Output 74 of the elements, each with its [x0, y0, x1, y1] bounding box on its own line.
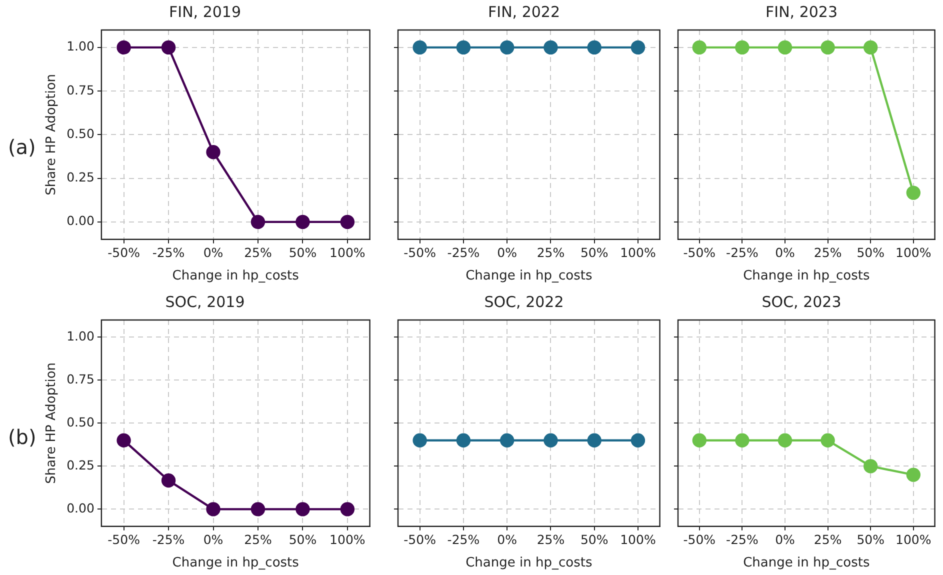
x-tick-label: 100% [896, 245, 932, 260]
text: (b) [8, 425, 36, 449]
x-tick-label: 50% [580, 532, 608, 548]
point [116, 433, 131, 448]
x-tick-label: -50% [404, 245, 436, 260]
point [296, 502, 310, 516]
x-tick-label: -25% [726, 532, 758, 548]
x-tick-label: 25% [244, 245, 272, 260]
x-tick-label: -50% [404, 532, 436, 548]
x-tick-label: -50% [683, 532, 716, 548]
y-tick-label: 0.25 [66, 457, 94, 472]
x-tick-label: 0% [497, 245, 518, 260]
y-tick-label: 0.50 [66, 126, 94, 141]
x-tick-label: 25% [244, 532, 272, 548]
x-tick-label: -50% [683, 245, 716, 260]
x-tick-label: -25% [447, 532, 480, 548]
chart-title: FIN, 2023 [766, 2, 838, 21]
y-tick-label: 1.00 [66, 38, 94, 54]
y-tick-label: 1.00 [66, 328, 94, 344]
x-tick-label: 100% [620, 532, 656, 548]
chart-title: SOC, 2023 [762, 292, 842, 311]
x-axis-title: Change in hp_costs [743, 268, 870, 284]
x-axis-title: Change in hp_costs [172, 268, 300, 284]
x-tick-label: 25% [814, 532, 842, 548]
x-tick-label: 100% [896, 532, 932, 548]
point [206, 145, 220, 160]
x-tick-label: 0% [775, 245, 796, 260]
x-axis-title: Change in hp_costs [466, 556, 592, 571]
x-tick-label: 50% [288, 245, 317, 260]
x-tick-label: 100% [620, 245, 656, 260]
x-tick-label: 50% [288, 532, 317, 548]
x-tick-label: -50% [108, 532, 140, 548]
x-tick-label: 100% [330, 532, 366, 548]
x-tick-label: 25% [536, 245, 565, 260]
x-tick-label: -25% [152, 532, 185, 548]
y-axis-title: Share HP Adoption [44, 362, 60, 484]
x-axis-title: Change in hp_costs [466, 268, 592, 284]
chart-title: FIN, 2022 [488, 2, 560, 21]
x-tick-label: -25% [447, 245, 480, 260]
x-tick-label: 100% [330, 245, 366, 260]
y-tick-label: 0.00 [66, 213, 94, 228]
y-tick-label: 0.75 [66, 82, 94, 98]
x-tick-label: 0% [497, 532, 518, 548]
x-tick-label: 50% [580, 245, 608, 260]
text: (a) [8, 135, 36, 159]
x-tick-label: 25% [814, 245, 842, 260]
point [340, 214, 355, 230]
chart-title: SOC, 2022 [484, 292, 564, 311]
x-tick-label: 0% [203, 245, 224, 260]
x-axis-title: Change in hp_costs [743, 556, 870, 571]
chart-title: FIN, 2019 [169, 2, 241, 21]
y-tick-label: 0.75 [66, 371, 94, 386]
x-axis-title: Change in hp_costs [172, 556, 300, 571]
y-tick-label: 0.50 [66, 414, 94, 430]
x-tick-label: 25% [536, 532, 565, 548]
x-tick-label: 0% [203, 532, 224, 548]
point [250, 214, 266, 230]
chart-title: SOC, 2019 [165, 292, 245, 311]
point [206, 502, 220, 516]
x-tick-label: 0% [775, 532, 796, 548]
x-tick-label: 50% [856, 532, 885, 548]
y-axis-title: Share HP Adoption [44, 74, 60, 196]
x-tick-label: -50% [108, 245, 140, 260]
x-tick-label: -25% [726, 245, 758, 260]
point [161, 473, 176, 488]
point [250, 502, 266, 516]
x-tick-label: 50% [856, 245, 885, 260]
point [340, 502, 355, 516]
point [116, 40, 131, 55]
x-tick-label: -25% [152, 245, 185, 260]
y-tick-label: 0.00 [66, 500, 94, 516]
point [296, 214, 310, 230]
point [161, 40, 176, 55]
y-tick-label: 0.25 [66, 170, 94, 185]
